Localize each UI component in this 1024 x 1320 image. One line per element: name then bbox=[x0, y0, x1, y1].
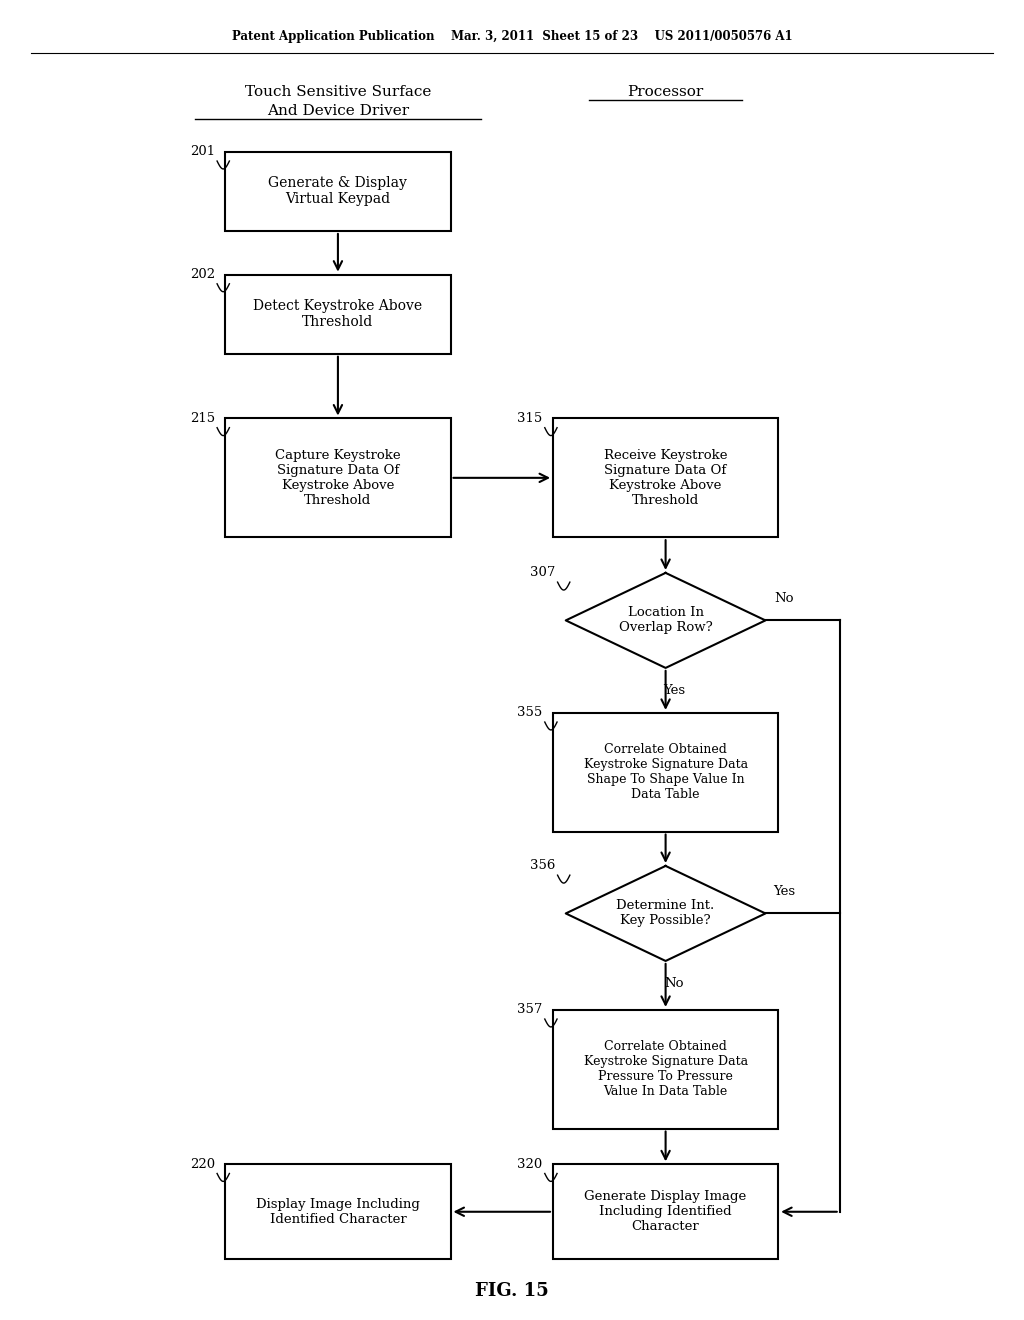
Text: 220: 220 bbox=[189, 1158, 215, 1171]
Text: Processor: Processor bbox=[628, 86, 703, 99]
FancyBboxPatch shape bbox=[225, 275, 451, 354]
FancyBboxPatch shape bbox=[553, 1164, 778, 1259]
Text: Receive Keystroke
Signature Data Of
Keystroke Above
Threshold: Receive Keystroke Signature Data Of Keys… bbox=[604, 449, 727, 507]
Text: Yes: Yes bbox=[773, 884, 795, 898]
Text: 356: 356 bbox=[530, 859, 555, 873]
Text: Capture Keystroke
Signature Data Of
Keystroke Above
Threshold: Capture Keystroke Signature Data Of Keys… bbox=[275, 449, 400, 507]
Text: Generate Display Image
Including Identified
Character: Generate Display Image Including Identif… bbox=[585, 1191, 746, 1233]
Text: Correlate Obtained
Keystroke Signature Data
Pressure To Pressure
Value In Data T: Correlate Obtained Keystroke Signature D… bbox=[584, 1040, 748, 1098]
Text: 357: 357 bbox=[517, 1003, 543, 1016]
FancyBboxPatch shape bbox=[553, 713, 778, 832]
Text: Location In
Overlap Row?: Location In Overlap Row? bbox=[618, 606, 713, 635]
FancyBboxPatch shape bbox=[553, 1010, 778, 1129]
Text: 355: 355 bbox=[517, 706, 543, 719]
FancyBboxPatch shape bbox=[553, 418, 778, 537]
Polygon shape bbox=[565, 573, 766, 668]
Text: No: No bbox=[664, 977, 684, 990]
Text: And Device Driver: And Device Driver bbox=[267, 104, 409, 117]
Text: 215: 215 bbox=[189, 412, 215, 425]
Polygon shape bbox=[565, 866, 766, 961]
FancyBboxPatch shape bbox=[225, 1164, 451, 1259]
Text: 202: 202 bbox=[189, 268, 215, 281]
Text: Touch Sensitive Surface: Touch Sensitive Surface bbox=[245, 86, 431, 99]
Text: 307: 307 bbox=[530, 566, 555, 579]
Text: Display Image Including
Identified Character: Display Image Including Identified Chara… bbox=[256, 1197, 420, 1226]
Text: No: No bbox=[774, 591, 794, 605]
Text: Correlate Obtained
Keystroke Signature Data
Shape To Shape Value In
Data Table: Correlate Obtained Keystroke Signature D… bbox=[584, 743, 748, 801]
FancyBboxPatch shape bbox=[225, 418, 451, 537]
FancyBboxPatch shape bbox=[225, 152, 451, 231]
Text: Patent Application Publication    Mar. 3, 2011  Sheet 15 of 23    US 2011/005057: Patent Application Publication Mar. 3, 2… bbox=[231, 30, 793, 44]
Text: 320: 320 bbox=[517, 1158, 543, 1171]
Text: 315: 315 bbox=[517, 412, 543, 425]
Text: Generate & Display
Virtual Keypad: Generate & Display Virtual Keypad bbox=[268, 177, 408, 206]
Text: 201: 201 bbox=[189, 145, 215, 158]
Text: Yes: Yes bbox=[663, 684, 685, 697]
Text: Determine Int.
Key Possible?: Determine Int. Key Possible? bbox=[616, 899, 715, 928]
Text: Detect Keystroke Above
Threshold: Detect Keystroke Above Threshold bbox=[253, 300, 423, 329]
Text: FIG. 15: FIG. 15 bbox=[475, 1282, 549, 1300]
